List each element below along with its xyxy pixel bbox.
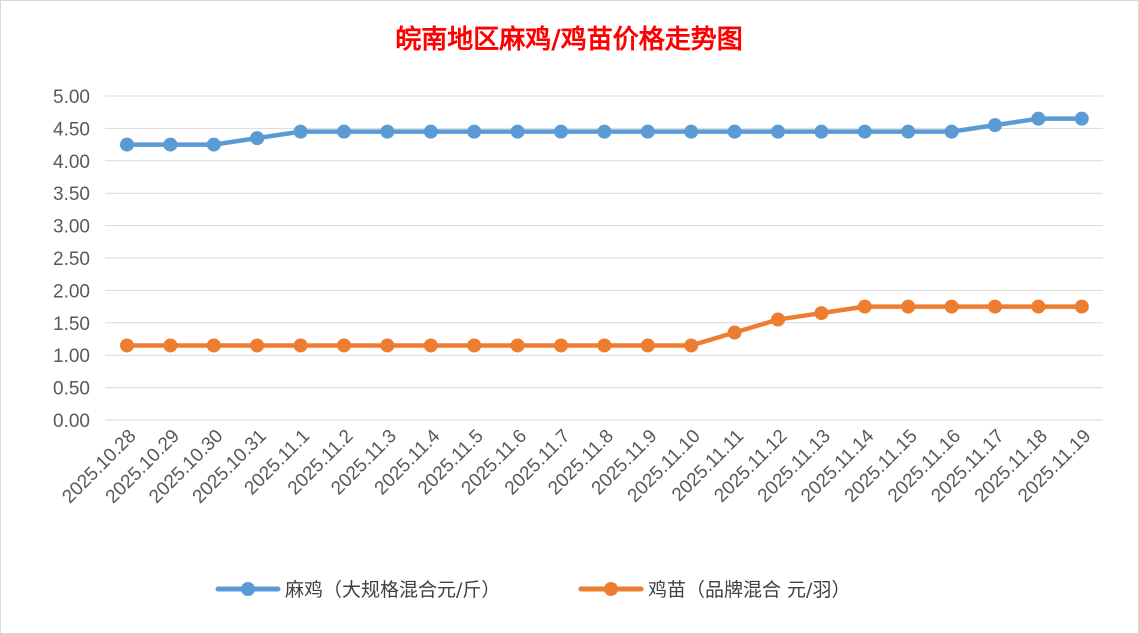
data-point[interactable] (554, 338, 568, 353)
data-point[interactable] (467, 124, 482, 139)
data-point[interactable] (1031, 299, 1046, 314)
chart-title: 皖南地区麻鸡/鸡苗价格走势图 (395, 24, 743, 55)
series-0 (120, 111, 1089, 152)
data-point[interactable] (857, 299, 872, 314)
data-point[interactable] (423, 124, 438, 139)
y-tick-label: 0.00 (53, 411, 90, 432)
data-point[interactable] (1074, 299, 1089, 314)
data-point[interactable] (380, 338, 395, 353)
data-point[interactable] (814, 306, 829, 321)
y-tick-label: 2.50 (53, 249, 90, 270)
data-point[interactable] (337, 124, 351, 139)
data-point[interactable] (293, 124, 308, 139)
data-point[interactable] (944, 299, 959, 314)
data-point[interactable] (597, 124, 612, 139)
legend-item-0[interactable]: 麻鸡（大规格混合元/斤） (215, 579, 500, 601)
data-point[interactable] (293, 338, 308, 353)
data-point[interactable] (684, 124, 699, 139)
y-tick-label: 3.50 (53, 184, 90, 205)
legend-swatch-marker (604, 582, 618, 596)
data-point[interactable] (684, 338, 699, 353)
data-point[interactable] (727, 325, 742, 340)
legend: 麻鸡（大规格混合元/斤） 鸡苗（品牌混合 元/羽） (215, 579, 850, 601)
data-point[interactable] (250, 338, 265, 353)
y-axis-ticks: 0.00 0.50 1.00 1.50 2.00 2.50 3.00 3.50 4.00 4.50… (53, 87, 90, 432)
data-point[interactable] (814, 124, 829, 139)
data-point[interactable] (510, 124, 525, 139)
legend-label: 鸡苗（品牌混合 元/羽） (648, 579, 850, 601)
data-point[interactable] (163, 338, 178, 353)
data-point[interactable] (120, 338, 134, 353)
series-layer (120, 111, 1089, 353)
data-point[interactable] (727, 124, 742, 139)
data-point[interactable] (206, 137, 221, 152)
legend-item-1[interactable]: 鸡苗（品牌混合 元/羽） (578, 579, 850, 601)
data-point[interactable] (640, 338, 655, 353)
data-point[interactable] (901, 124, 916, 139)
data-point[interactable] (988, 118, 1002, 133)
data-point[interactable] (120, 137, 134, 152)
data-point[interactable] (380, 124, 395, 139)
data-point[interactable] (554, 124, 568, 139)
y-tick-label: 4.50 (53, 119, 90, 140)
data-point[interactable] (771, 124, 785, 139)
y-tick-label: 4.00 (53, 152, 90, 173)
legend-label: 麻鸡（大规格混合元/斤） (285, 579, 500, 601)
data-point[interactable] (250, 131, 265, 146)
data-point[interactable] (944, 124, 959, 139)
data-point[interactable] (510, 338, 525, 353)
data-point[interactable] (1074, 111, 1089, 126)
data-point[interactable] (901, 299, 916, 314)
data-point[interactable] (206, 338, 221, 353)
data-point[interactable] (857, 124, 872, 139)
x-axis-ticks: 2025.10.282025.10.292025.10.302025.10.31… (58, 425, 1095, 507)
data-point[interactable] (337, 338, 351, 353)
data-point[interactable] (467, 338, 482, 353)
data-point[interactable] (423, 338, 438, 353)
data-point[interactable] (597, 338, 612, 353)
y-tick-label: 3.00 (53, 217, 90, 238)
series-1 (120, 299, 1089, 353)
y-tick-label: 5.00 (53, 87, 90, 108)
y-tick-label: 0.50 (53, 379, 90, 400)
data-point[interactable] (771, 312, 785, 327)
y-tick-label: 1.00 (53, 346, 90, 367)
data-point[interactable] (640, 124, 655, 139)
legend-swatch-marker (241, 582, 255, 596)
y-tick-label: 2.00 (53, 281, 90, 302)
y-tick-label: 1.50 (53, 314, 90, 335)
data-point[interactable] (988, 299, 1002, 314)
data-point[interactable] (1031, 111, 1046, 126)
data-point[interactable] (163, 137, 178, 152)
